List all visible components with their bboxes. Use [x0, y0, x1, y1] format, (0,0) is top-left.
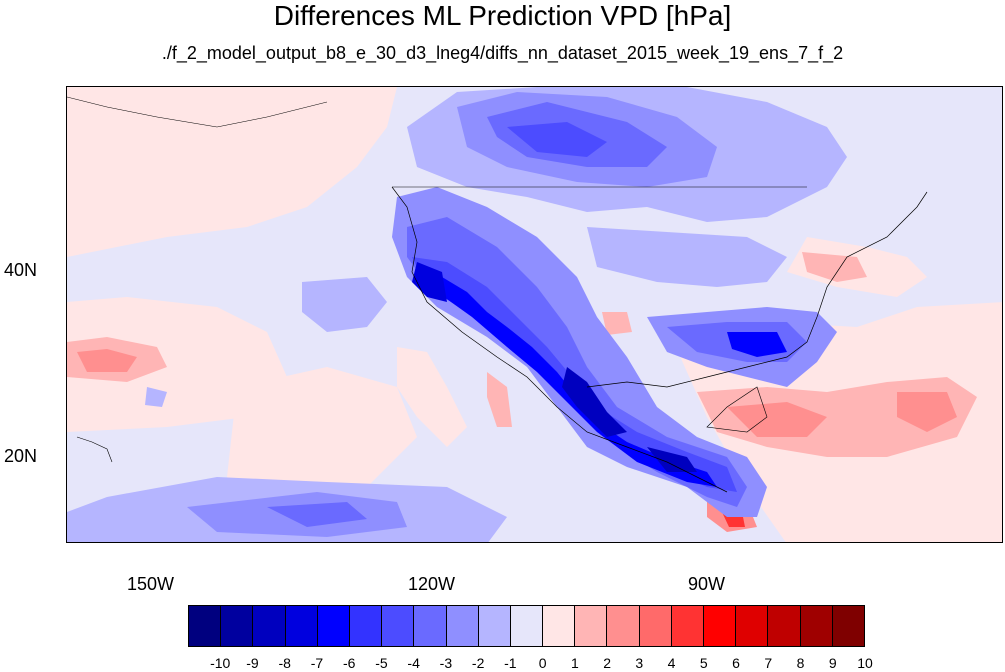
colorbar-label: 10 — [857, 655, 873, 671]
x-tick-label: 150W — [127, 574, 175, 594]
positive-region-central-pacific — [67, 297, 287, 432]
x-tick-label: 120W — [408, 574, 456, 594]
map-field — [67, 87, 1002, 542]
colorbar-cell — [253, 606, 286, 646]
colorbar-label: -7 — [310, 655, 324, 671]
map-subtitle: ./f_2_model_output_b8_e_30_d3_lneg4/diff… — [161, 43, 844, 63]
colorbar-cell — [832, 606, 864, 646]
colorbar-label: -9 — [246, 655, 259, 671]
colorbar-cell — [382, 606, 415, 646]
y-tick-label: 20N — [4, 446, 38, 466]
colorbar — [188, 605, 865, 647]
colorbar-label: -3 — [439, 655, 453, 671]
colorbar-cell — [800, 606, 833, 646]
colorbar-label: -10 — [210, 655, 231, 671]
colorbar-label: 4 — [667, 655, 676, 671]
y-tick-label: 40N — [4, 260, 38, 280]
colorbar-label: 9 — [828, 655, 837, 671]
colorbar-label: 5 — [699, 655, 708, 671]
colorbar-label: -1 — [504, 655, 517, 671]
positive-region-nw-pacific — [67, 87, 397, 257]
colorbar-cell — [607, 606, 640, 646]
colorbar-cell — [285, 606, 318, 646]
colorbar-cell — [414, 606, 447, 646]
colorbar-cell — [543, 606, 576, 646]
colorbar-cell — [317, 606, 350, 646]
colorbar-cell — [768, 606, 801, 646]
colorbar-cell — [446, 606, 479, 646]
colorbar-cell — [510, 606, 544, 646]
colorbar-label: 0 — [538, 655, 547, 671]
colorbar-cell — [671, 606, 704, 646]
colorbar-cell — [221, 606, 254, 646]
colorbar-cell — [704, 606, 737, 646]
colorbar-cell — [639, 606, 672, 646]
colorbar-label: 3 — [635, 655, 644, 671]
colorbar-label: 6 — [732, 655, 740, 671]
colorbar-label: 2 — [603, 655, 611, 671]
colorbar-label: 7 — [764, 655, 773, 671]
colorbar-label: -8 — [278, 655, 291, 671]
map-panel — [66, 86, 1003, 543]
colorbar-cell — [349, 606, 383, 646]
colorbar-label: -6 — [342, 655, 356, 671]
map-title: Differences ML Prediction VPD [hPa] — [273, 0, 732, 31]
colorbar-cell — [575, 606, 608, 646]
colorbar-label: -2 — [471, 655, 485, 671]
colorbar-cell — [189, 606, 222, 646]
x-tick-label: 90W — [688, 574, 726, 594]
colorbar-label: -5 — [375, 655, 388, 671]
colorbar-cell — [478, 606, 511, 646]
colorbar-label: 8 — [796, 655, 805, 671]
colorbar-label: 1 — [570, 655, 579, 671]
colorbar-cell — [736, 606, 769, 646]
colorbar-label: -4 — [407, 655, 420, 671]
